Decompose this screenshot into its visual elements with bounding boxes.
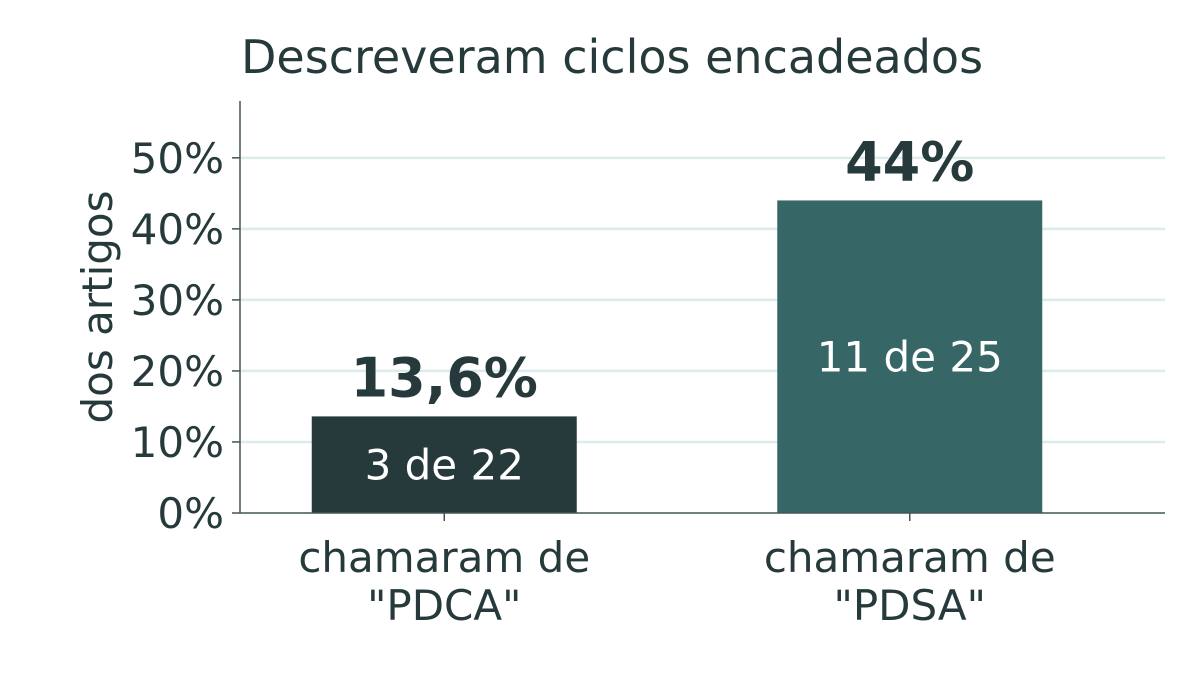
y-tick-label: 30% — [131, 276, 224, 325]
bar-inner-label: 11 de 25 — [817, 333, 1003, 382]
chart-title: Descreveram ciclos encadeados — [241, 30, 983, 84]
bar-inner-label: 3 de 22 — [365, 441, 524, 490]
y-tick-label: 40% — [131, 205, 224, 254]
x-tick-label: "PDCA" — [367, 581, 521, 630]
bar — [777, 200, 1043, 513]
x-axis: chamaram de"PDCA"chamaram de"PDSA" — [240, 512, 1165, 630]
y-tick-label: 50% — [131, 134, 224, 183]
x-tick-label: chamaram de — [298, 533, 590, 582]
x-tick-label: "PDSA" — [834, 581, 986, 630]
x-tick-label: chamaram de — [764, 533, 1056, 582]
bars — [311, 200, 1043, 513]
y-tick-label: 20% — [131, 347, 224, 396]
data-labels: 13,6% 3 de 22 44% 11 de 25 — [351, 130, 1003, 489]
value-label: 13,6% — [351, 346, 538, 409]
bar — [311, 416, 577, 513]
value-label: 44% — [845, 130, 974, 193]
y-tick-label: 10% — [131, 418, 224, 467]
y-axis: 0% 10% 20% 30% 40% 50% — [131, 101, 241, 538]
y-axis-label: dos artigos — [73, 191, 122, 424]
y-tick-label: 0% — [157, 489, 224, 538]
